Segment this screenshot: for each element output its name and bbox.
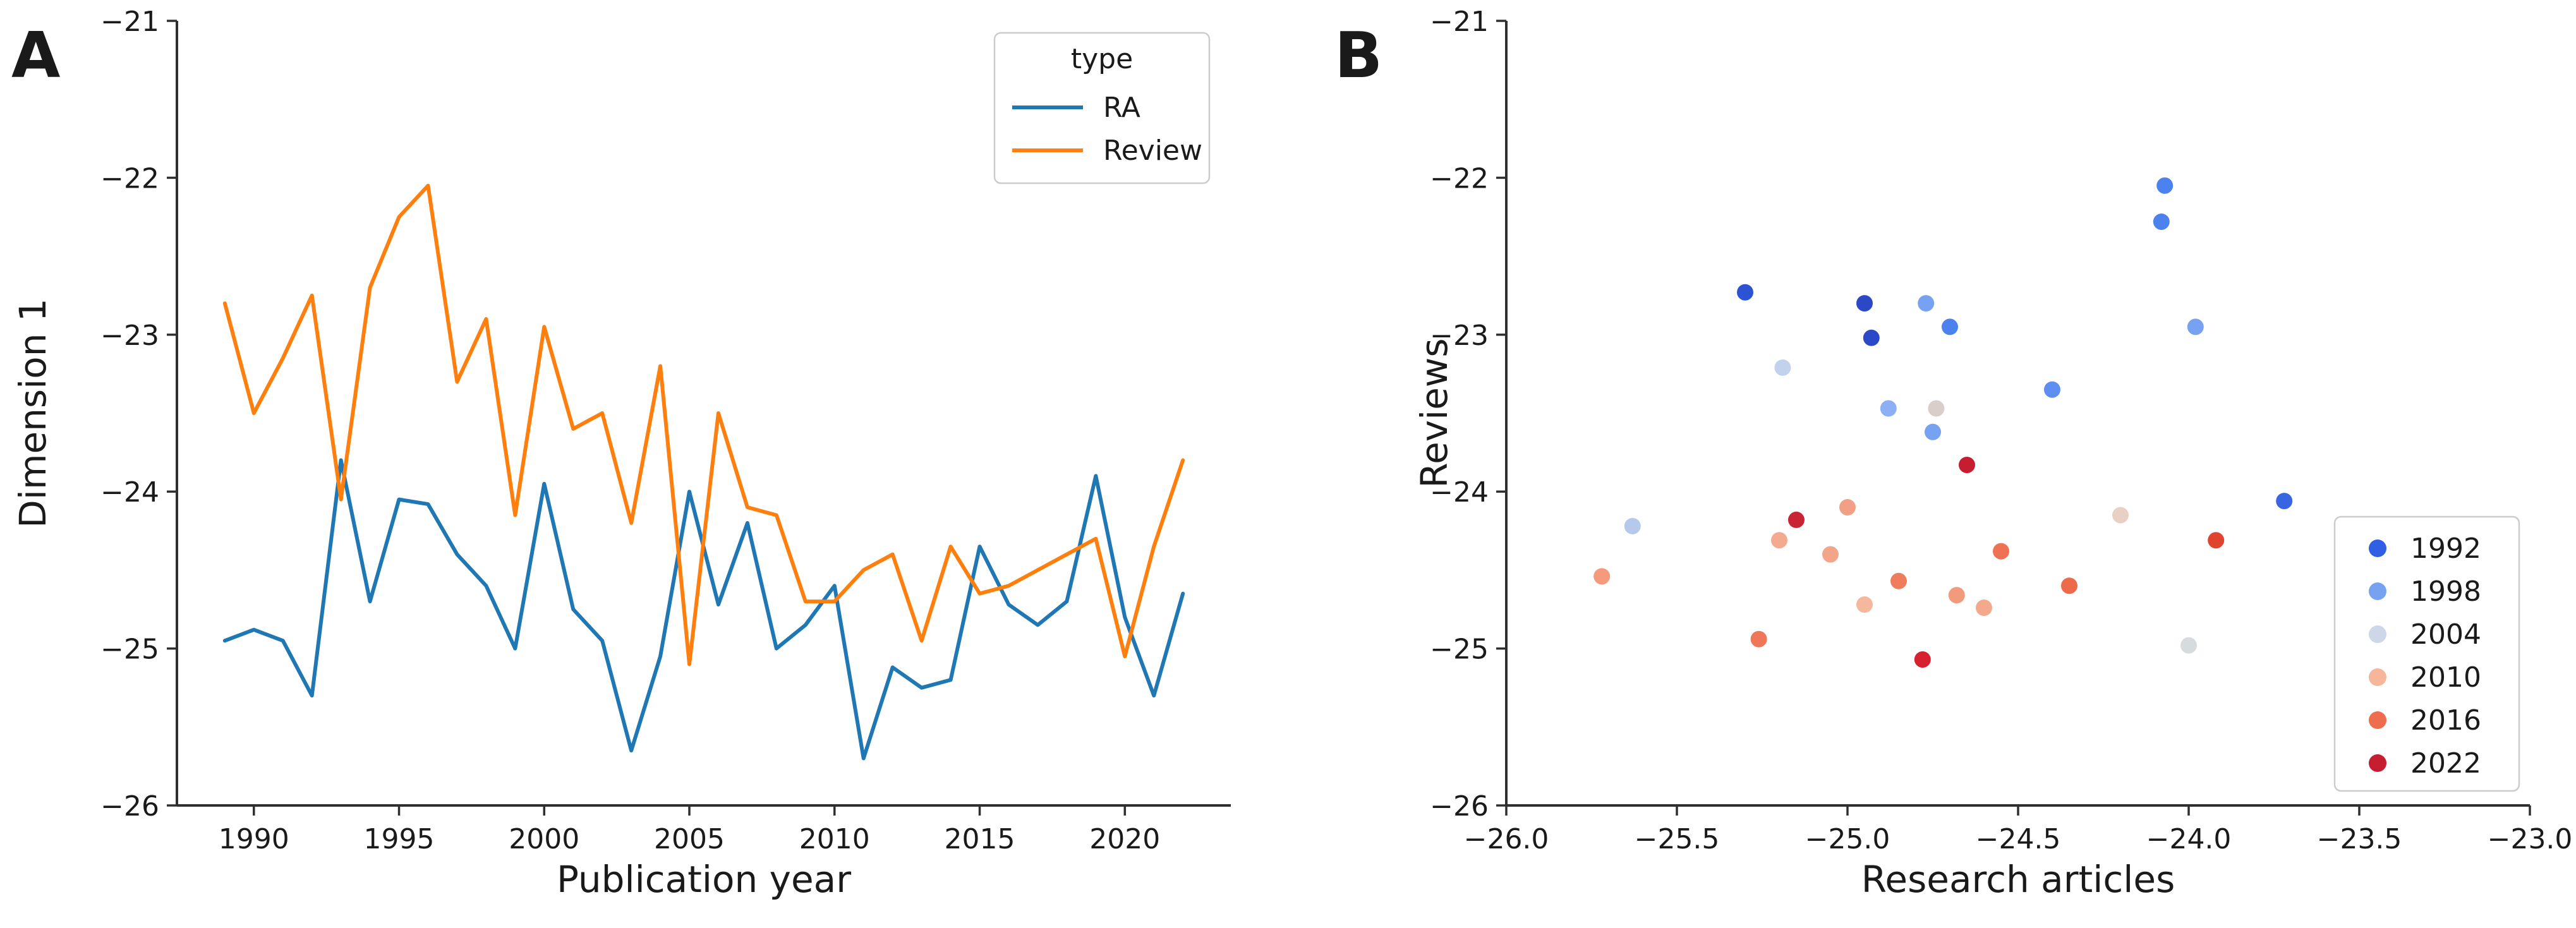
scatter-point — [1928, 400, 1945, 417]
scatter-point — [1942, 318, 1958, 335]
panel-b-scatter-points — [1593, 177, 2293, 668]
x-tick-label: 2010 — [799, 823, 870, 855]
legend-entry-label: Review — [1103, 135, 1202, 167]
panel-b-axes: −21 −22 −23 −24 −25 −26−26.0 −25.5 −25.0 −24.5 −2… — [1430, 6, 2572, 855]
x-tick-label: −24.5 — [1976, 823, 2061, 855]
legend-dot-swatch — [2369, 668, 2386, 686]
x-tick-label: −25.0 — [1805, 823, 1890, 855]
x-tick-label: 1990 — [219, 823, 289, 855]
scatter-point — [1993, 543, 2009, 560]
legend-entry-label: 2010 — [2410, 661, 2481, 694]
panel-b-ylabel: Reviews — [1413, 338, 1456, 488]
x-tick-label: −25.5 — [1635, 823, 1720, 855]
legend-entry-label: RA — [1103, 92, 1140, 124]
legend-entry-label: 2016 — [2410, 704, 2481, 737]
legend-entry-label: 2004 — [2410, 618, 2481, 651]
y-tick-label: −21 — [1430, 6, 1489, 38]
legend-entry-label: 1992 — [2410, 533, 2481, 565]
scatter-point — [1880, 400, 1897, 417]
x-tick-label: 2000 — [509, 823, 579, 855]
x-tick-label: −23.5 — [2317, 823, 2402, 855]
scatter-point — [2044, 381, 2060, 398]
panel-b: −21 −22 −23 −24 −25 −26−26.0 −25.5 −25.0 −24.5 −2… — [1413, 6, 2572, 901]
y-tick-label: −22 — [1430, 162, 1489, 195]
x-tick-label: 2020 — [1089, 823, 1160, 855]
scatter-point — [1737, 284, 1753, 301]
scatter-point — [2061, 577, 2077, 594]
line-series-ra — [222, 458, 1185, 761]
y-tick-label: −26 — [100, 790, 159, 823]
scatter-point — [1624, 517, 1641, 534]
panel-a-ylabel: Dimension 1 — [11, 298, 54, 528]
x-tick-label: −26.0 — [1464, 823, 1549, 855]
scatter-point — [2276, 493, 2293, 510]
legend-entry-label: 2022 — [2410, 747, 2481, 780]
scatter-point — [2112, 507, 2129, 524]
scatter-point — [1593, 568, 1611, 585]
legend-dot-swatch — [2369, 625, 2386, 643]
legend-dot-swatch — [2369, 754, 2386, 772]
panel-a-legend: type RA Review — [993, 32, 1211, 184]
scatter-point — [1890, 572, 1907, 589]
scatter-point — [1976, 600, 1992, 617]
panel-a-axes: −21 −22 −23 −24 −25 −26 1990 1995 2000 2005 2010 20… — [100, 6, 1231, 855]
x-tick-label: 1995 — [364, 823, 435, 855]
scatter-point — [1839, 499, 1856, 516]
y-tick-label: −24 — [1430, 476, 1489, 509]
scatter-point — [1822, 546, 1839, 563]
scatter-point — [2156, 177, 2174, 194]
x-tick-label: 2005 — [654, 823, 725, 855]
x-tick-label: −24.0 — [2146, 823, 2232, 855]
y-tick-label: −23 — [100, 320, 159, 352]
y-tick-label: −22 — [100, 162, 159, 195]
scatter-point — [1856, 596, 1873, 613]
scatter-point — [1863, 329, 1880, 346]
scatter-point — [2208, 532, 2225, 549]
legend-entry-label: 1998 — [2410, 575, 2481, 608]
scatter-point — [1914, 651, 1931, 668]
y-tick-label: −23 — [1430, 320, 1489, 352]
legend-box — [993, 32, 1211, 184]
panel-a-line-series — [222, 183, 1185, 761]
legend-dot-swatch — [2369, 539, 2386, 557]
panel-b-legend: 1992 1998 2004 2010 2016 2022 — [2333, 515, 2520, 792]
y-tick-label: −24 — [100, 476, 159, 509]
scatter-point — [1771, 532, 1787, 549]
panel-a-letter: A — [11, 18, 60, 92]
legend-dot-swatch — [2369, 711, 2386, 729]
y-tick-label: −25 — [100, 634, 159, 666]
legend-dot-swatch — [2369, 582, 2386, 600]
y-tick-label: −21 — [100, 6, 159, 38]
scatter-point — [1959, 456, 1975, 473]
legend-title: type — [1071, 43, 1133, 75]
panel-a-xlabel: Publication year — [557, 858, 851, 901]
scatter-point — [1948, 587, 1965, 604]
scatter-point — [2180, 637, 2197, 654]
scatter-point — [1918, 295, 1935, 312]
y-tick-label: −25 — [1430, 634, 1489, 666]
line-series-review — [222, 183, 1185, 666]
x-tick-label: 2015 — [945, 823, 1015, 855]
scatter-point — [1856, 295, 1873, 312]
panel-a: −21 −22 −23 −24 −25 −26 1990 1995 2000 2005 2010 20… — [11, 6, 1231, 901]
y-tick-label: −26 — [1430, 790, 1489, 823]
scatter-point — [1788, 511, 1805, 528]
scatter-point — [2187, 318, 2204, 335]
scatter-point — [1774, 359, 1791, 376]
scatter-point — [1925, 423, 1941, 440]
panel-b-letter: B — [1334, 18, 1382, 92]
x-tick-label: −23.0 — [2488, 823, 2573, 855]
panel-b-xlabel: Research articles — [1861, 858, 2175, 901]
scatter-point — [2153, 213, 2170, 230]
scatter-point — [1750, 630, 1767, 648]
